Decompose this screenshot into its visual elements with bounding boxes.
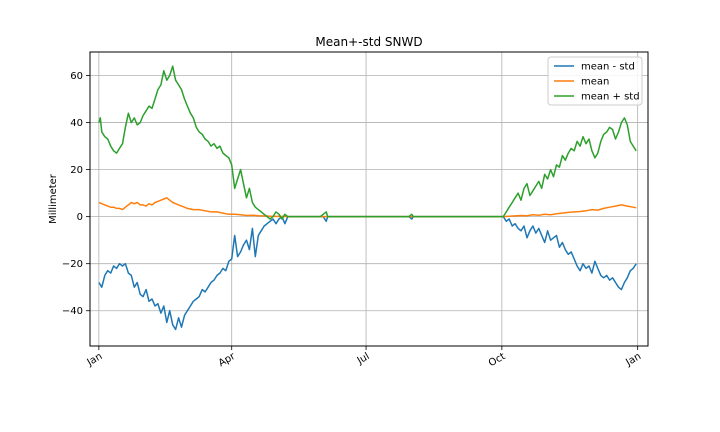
plot-frame bbox=[89, 51, 649, 347]
y-tick-label: 20 bbox=[70, 165, 83, 176]
series-line-2 bbox=[98, 65, 637, 220]
series-layer bbox=[98, 65, 637, 331]
legend-box bbox=[547, 56, 643, 106]
legend: mean - std mean mean + std bbox=[547, 56, 643, 106]
y-axis-label: Millimeter bbox=[48, 173, 59, 224]
y-tick-label: 40 bbox=[70, 118, 83, 129]
chart-title: Mean+-std SNWD bbox=[315, 35, 422, 49]
y-axis: −40 −20 0 20 40 60 bbox=[62, 71, 90, 317]
legend-label: mean + std bbox=[581, 92, 640, 103]
legend-label: mean - std bbox=[581, 62, 635, 73]
y-tick-label: −40 bbox=[62, 306, 83, 317]
y-tick-label: −20 bbox=[62, 259, 83, 270]
legend-label: mean bbox=[581, 77, 609, 88]
y-tick-label: 60 bbox=[70, 71, 83, 82]
series-line-0 bbox=[98, 215, 637, 331]
series-line-1 bbox=[98, 197, 637, 218]
y-tick-label: 0 bbox=[77, 212, 83, 223]
